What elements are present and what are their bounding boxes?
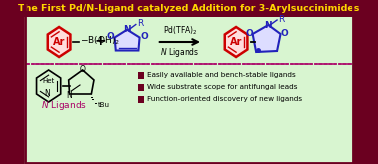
Text: N: N [265,20,272,30]
Text: O: O [245,29,253,38]
Text: Ar: Ar [53,37,65,47]
Polygon shape [253,25,280,52]
FancyBboxPatch shape [24,0,354,17]
Text: O: O [280,29,288,38]
Text: R: R [278,14,284,23]
Text: Pd(TFA)$_2$: Pd(TFA)$_2$ [163,24,197,37]
Text: N: N [44,89,50,98]
FancyBboxPatch shape [138,72,144,79]
Text: Het: Het [42,78,55,84]
Text: Ar: Ar [230,37,242,47]
Text: Wide substrate scope for antifungal leads: Wide substrate scope for antifungal lead… [147,83,297,90]
Text: $-$B(OH)$_2$: $-$B(OH)$_2$ [80,35,120,47]
Text: O: O [80,64,85,73]
FancyBboxPatch shape [24,17,354,164]
Polygon shape [115,30,139,51]
FancyBboxPatch shape [138,83,144,91]
FancyBboxPatch shape [138,95,144,102]
Text: tBu: tBu [98,102,110,108]
Text: The First Pd/N-Ligand catalyzed Addition for 3-Arylsuccinimides: The First Pd/N-Ligand catalyzed Addition… [18,4,360,13]
Text: +: + [94,34,106,48]
Text: O: O [140,32,148,41]
Polygon shape [48,27,70,57]
Text: N: N [66,91,71,100]
Text: R: R [137,19,143,28]
Text: N: N [123,25,131,34]
Polygon shape [225,27,248,57]
Text: $\it{N}$ Ligands: $\it{N}$ Ligands [160,46,200,59]
Text: $\it{N}$ Ligands: $\it{N}$ Ligands [41,100,87,113]
Text: Easily available and bench-stable ligands: Easily available and bench-stable ligand… [147,72,296,78]
Text: Function-oriented discovery of new ligands: Function-oriented discovery of new ligan… [147,95,302,102]
Text: O: O [106,32,114,41]
